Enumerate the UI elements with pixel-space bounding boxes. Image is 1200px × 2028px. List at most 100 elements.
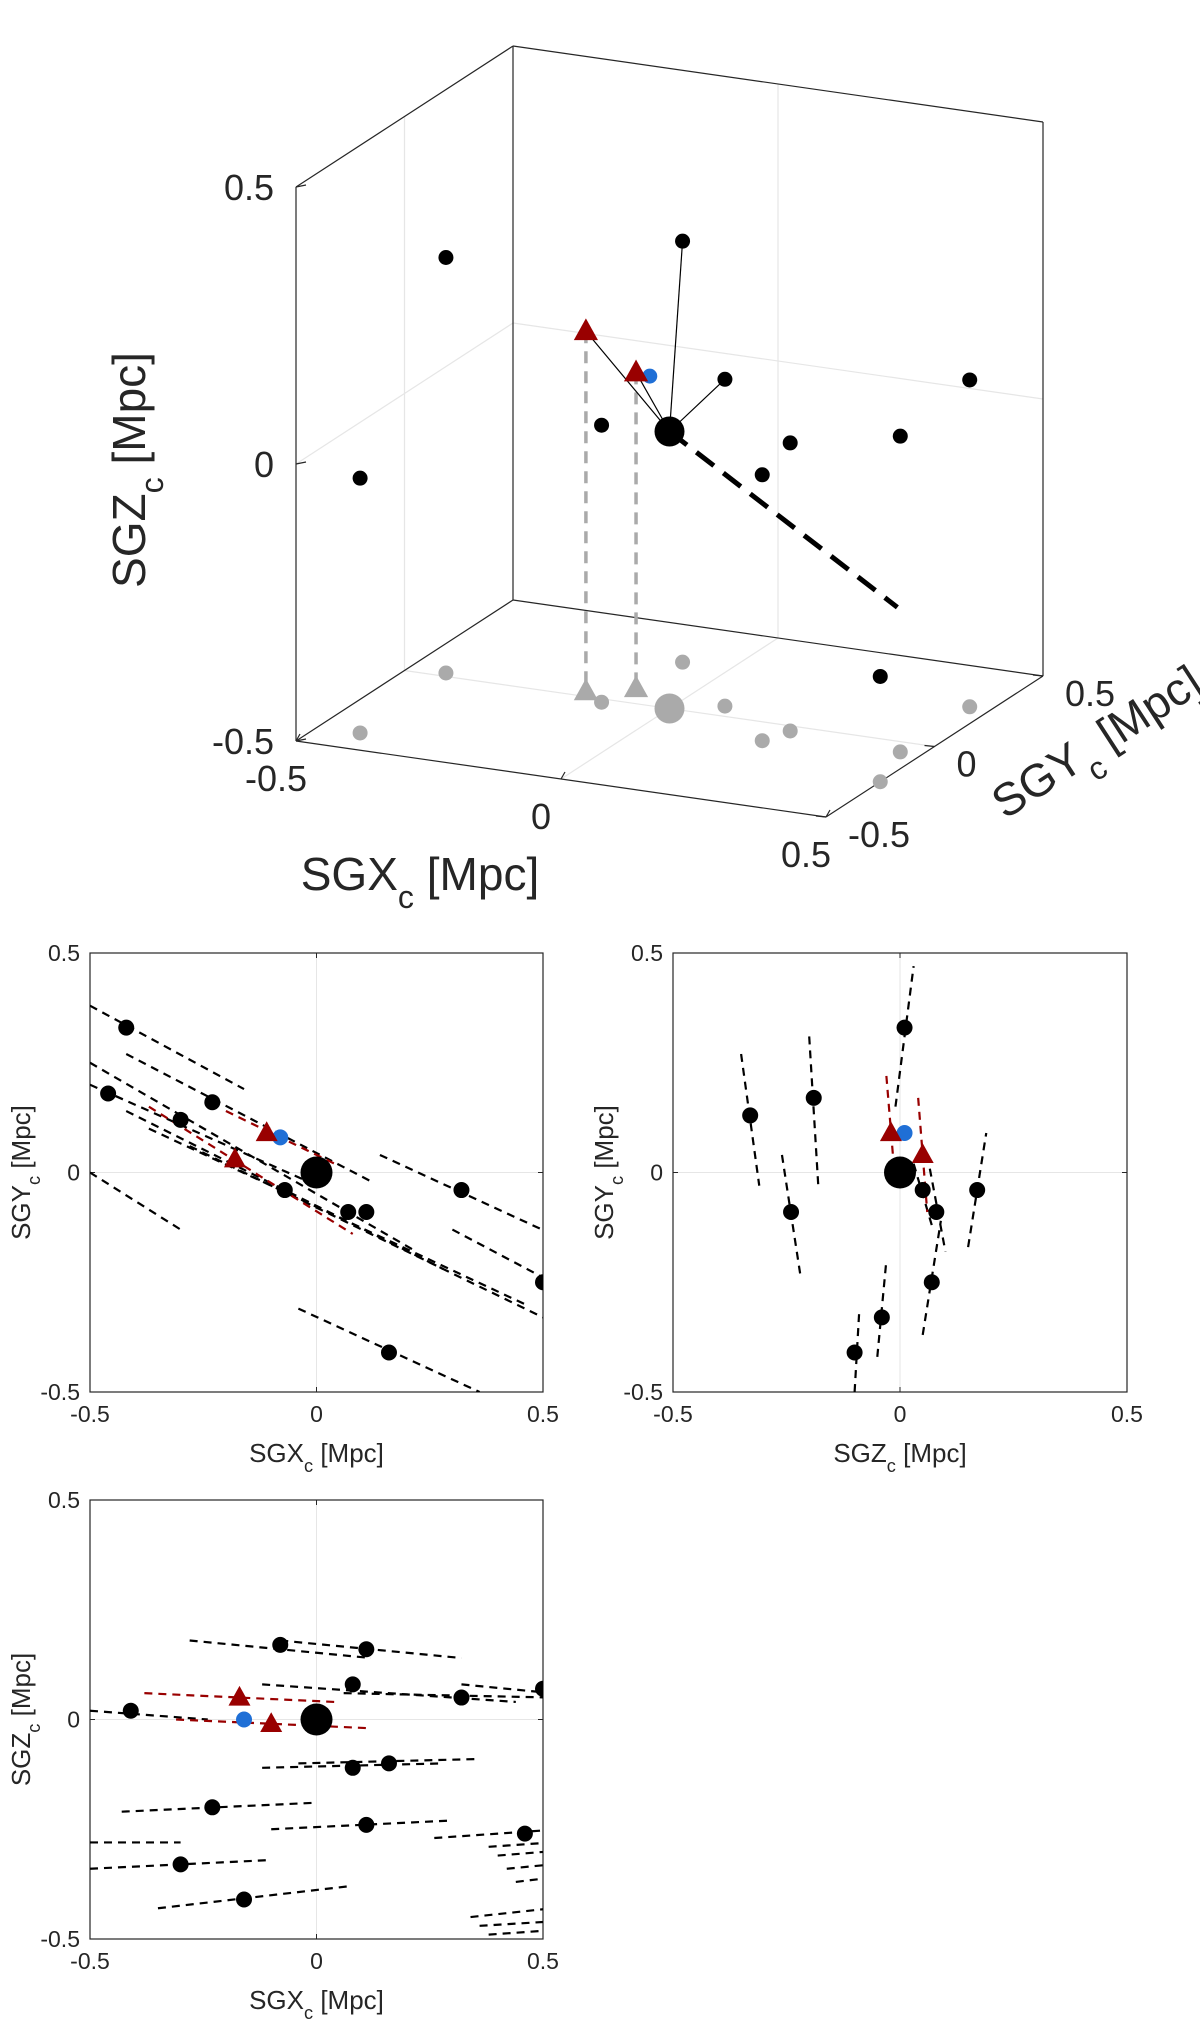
galaxy-point <box>352 470 368 486</box>
y-tick-label: -0.5 <box>623 1379 663 1405</box>
x-tick-label: 0.5 <box>527 1948 559 1974</box>
galaxy-point <box>380 1755 397 1772</box>
x-tick-label: -0.5 <box>653 1401 693 1427</box>
velocity-dash <box>470 1908 543 1919</box>
velocity-dash <box>90 1004 245 1091</box>
x-tick-label: -0.5 <box>70 1948 110 1974</box>
shadow-point <box>675 654 691 670</box>
x-axis-label-subscript: c <box>304 1456 313 1476</box>
velocity-dash <box>121 1801 313 1813</box>
y-axis-label-name: SGY <box>6 1185 36 1240</box>
velocity-dash <box>488 1841 543 1848</box>
shadow-point <box>754 733 770 749</box>
y-tick-label: 0.5 <box>48 940 80 966</box>
triangle-point <box>911 1143 934 1164</box>
galaxy-point <box>380 1344 397 1361</box>
z-axis-label: SGZc [Mpc] <box>103 352 170 588</box>
x-tick-mark <box>560 771 566 780</box>
x-tick-label: -0.5 <box>245 758 307 799</box>
velocity-dash <box>434 1829 543 1840</box>
grid-3d <box>512 322 1044 400</box>
x-tick-label: 0.5 <box>781 834 831 875</box>
shadow-point <box>352 725 368 741</box>
x-axis-label: SGXc [Mpc] <box>249 1438 384 1476</box>
x-axis-label: SGXc [Mpc] <box>249 1985 384 2023</box>
galaxy-point <box>344 1676 361 1693</box>
triangle-point <box>879 1121 902 1142</box>
host-velocity-dash <box>667 429 899 610</box>
y-axis-label-name: SGZ <box>6 1733 36 1787</box>
x-tick-mark <box>295 733 301 742</box>
velocity-dash <box>808 1036 820 1186</box>
x-tick-label: 0 <box>894 1401 907 1427</box>
y-tick-label: 0 <box>67 1707 80 1733</box>
galaxy-point <box>438 250 454 265</box>
galaxy-point <box>873 1309 890 1326</box>
velocity-dash <box>488 1929 543 1936</box>
shadow-point <box>717 698 733 714</box>
velocity-dash <box>497 1850 543 1857</box>
triangle-point <box>573 318 599 341</box>
x-axis-label-subscript: c <box>887 1456 896 1476</box>
x-tick-mark <box>825 809 831 818</box>
z-axis-label-name: SGZ <box>103 493 155 588</box>
x-axis-label-unit: [Mpc] <box>896 1438 967 1468</box>
galaxy-point <box>100 1085 117 1102</box>
triangle-point <box>260 1712 283 1732</box>
galaxy-point <box>717 371 733 387</box>
host-galaxy-point <box>300 1703 333 1736</box>
triangle-velocity-dash <box>144 1692 335 1704</box>
galaxy-point <box>892 428 908 444</box>
galaxy-point <box>340 1204 357 1221</box>
y-tick-mark <box>924 744 935 748</box>
velocity-dash <box>479 1920 543 1927</box>
velocity-dash <box>379 1153 543 1232</box>
y-axis-label-unit: [Mpc] <box>6 1653 36 1724</box>
galaxy-point <box>782 435 798 451</box>
connector-line <box>668 241 684 432</box>
galaxy-point <box>204 1799 221 1816</box>
shadow-point <box>892 744 908 760</box>
galaxy-point <box>928 1204 945 1221</box>
galaxy-point <box>358 1204 375 1221</box>
z-tick-label: 0 <box>254 444 274 485</box>
x-tick-label: 0.5 <box>1111 1401 1143 1427</box>
x-tick-label: 0.5 <box>527 1401 559 1427</box>
host-galaxy-point <box>884 1156 916 1189</box>
y-tick-label: -0.5 <box>40 1379 80 1405</box>
data-marks <box>90 1636 543 1936</box>
x-axis-label-name: SGZ <box>833 1438 887 1468</box>
velocity-dash <box>90 1061 417 1253</box>
host-galaxy-point <box>654 416 685 447</box>
y-tick-label: 0.5 <box>1065 673 1115 714</box>
galaxy-point <box>846 1344 863 1361</box>
shadow-point <box>594 694 610 710</box>
velocity-dash <box>189 1145 543 1319</box>
host-galaxy-point <box>300 1156 333 1189</box>
galaxy-point <box>754 467 770 483</box>
velocity-dash <box>343 1692 543 1699</box>
galaxy-point <box>358 1641 375 1658</box>
velocity-dash <box>157 1885 349 1910</box>
blue-point <box>896 1124 913 1141</box>
velocity-dash <box>90 1083 308 1183</box>
box-edge <box>512 45 1044 123</box>
y-axis-label-unit: [Mpc] <box>6 1105 36 1176</box>
galaxy-point <box>344 1759 361 1776</box>
x-axis-label-name: SGX <box>249 1438 304 1468</box>
y-tick-label: 0.5 <box>631 940 663 966</box>
triangle-shadow-point <box>623 675 649 698</box>
triangle-point <box>623 359 649 382</box>
velocity-dash <box>926 1154 947 1252</box>
y-tick-label: 0 <box>957 744 977 785</box>
galaxy-point <box>969 1182 986 1199</box>
box-edge <box>512 599 1044 677</box>
galaxy-point <box>358 1816 375 1833</box>
triangle-shadow-point <box>573 678 599 701</box>
triangle-point <box>255 1121 278 1142</box>
galaxy-point <box>236 1891 253 1908</box>
velocity-dash <box>515 1877 543 1884</box>
galaxy-point <box>923 1274 940 1291</box>
